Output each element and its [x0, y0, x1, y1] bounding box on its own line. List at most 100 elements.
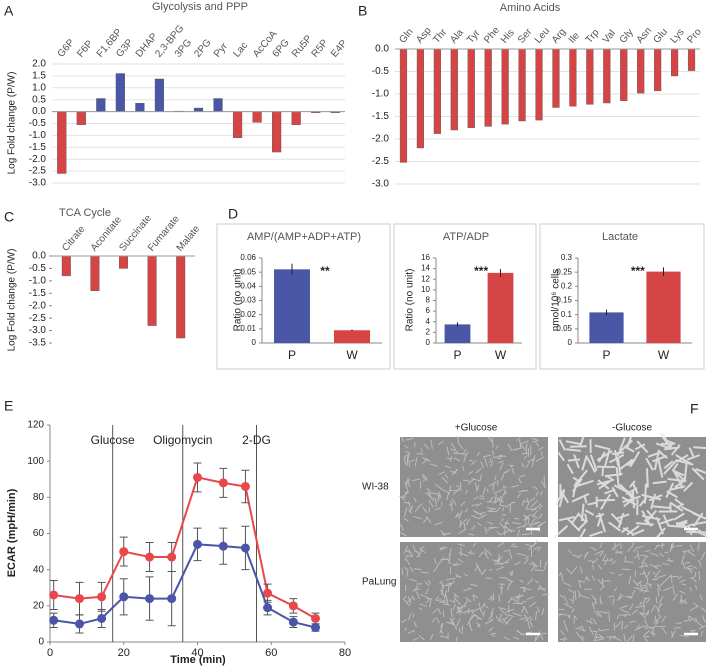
- point: [193, 539, 202, 549]
- panel-frame: [539, 223, 705, 370]
- category-label: P: [453, 348, 461, 362]
- annotation-label: 2-DG: [242, 433, 271, 447]
- bar: [416, 48, 425, 149]
- y-tick-label: 0.0: [32, 106, 46, 117]
- point: [311, 613, 320, 623]
- panel-frame: [216, 223, 391, 370]
- category-label: Lac: [231, 40, 250, 59]
- y-tick-label: -2.5: [29, 166, 47, 177]
- chart-title: Amino Acids: [500, 2, 561, 14]
- cell-texture: [553, 432, 708, 541]
- y-tick-label: 6: [426, 306, 431, 315]
- bar: [518, 48, 526, 122]
- bar: [119, 255, 128, 269]
- category-label: Ser: [516, 26, 535, 46]
- chart-title: TCA Cycle: [59, 207, 111, 219]
- y-tick-label: -2.0: [29, 300, 47, 311]
- bar: [193, 107, 204, 112]
- category-label: Pyr: [212, 41, 230, 60]
- bar: [484, 48, 492, 127]
- bar: [450, 48, 458, 131]
- bar: [501, 48, 509, 125]
- category-label: P: [288, 348, 296, 362]
- x-tick-label: 60: [265, 647, 277, 659]
- y-tick-label: 0.05: [240, 267, 256, 276]
- x-tick-label: 80: [339, 647, 351, 659]
- y-tick-label: -1.0: [29, 130, 47, 141]
- bar: [586, 48, 594, 105]
- category-label: Glu: [652, 27, 670, 46]
- category-label: Leu: [533, 26, 552, 46]
- bar: [147, 255, 157, 326]
- y-axis-label: ECAR (mpH/min): [6, 488, 18, 577]
- category-label: Trp: [584, 27, 602, 46]
- y-tick-label: -2.5: [372, 156, 390, 167]
- y-tick-label: 0.0: [375, 44, 389, 55]
- point: [167, 552, 177, 562]
- category-label: 2PG: [192, 37, 213, 60]
- significance: ***: [474, 264, 488, 278]
- chart-title: Glycolysis and PPP: [152, 1, 248, 13]
- y-axis-label: Log Fold change (P/W): [7, 72, 18, 175]
- y-tick-label: -3.0: [372, 179, 390, 190]
- bar: [589, 312, 624, 343]
- category-label: F6P: [75, 38, 95, 59]
- y-axis-label: Log Fold change (P/W): [7, 249, 18, 352]
- bar: [90, 255, 100, 291]
- bar: [154, 78, 165, 112]
- column-header: +Glucose: [455, 423, 498, 434]
- bar: [646, 271, 681, 343]
- x-axis-label: Time (min): [170, 654, 226, 666]
- bar: [115, 73, 125, 112]
- category-label: Pro: [685, 26, 704, 45]
- y-tick-label: 1.0: [32, 82, 46, 93]
- bar: [487, 272, 514, 343]
- point: [119, 547, 129, 557]
- bar: [399, 48, 408, 163]
- point: [288, 601, 298, 611]
- category-label: Val: [601, 28, 618, 46]
- y-tick-label: -1.5: [29, 288, 47, 299]
- bar: [433, 48, 441, 134]
- point: [145, 594, 155, 604]
- y-tick-label: 2: [426, 327, 431, 336]
- bar: [213, 98, 223, 112]
- y-tick-label: 1.5: [32, 71, 46, 82]
- bar: [135, 103, 145, 112]
- y-tick-label: 2.0: [32, 59, 46, 70]
- y-axis-label: Ratio (no unit): [233, 269, 244, 332]
- y-tick-label: 100: [27, 456, 44, 467]
- y-tick-label: 0.25: [556, 267, 572, 276]
- point: [49, 615, 59, 625]
- bar: [637, 48, 645, 94]
- significance: ***: [631, 264, 645, 278]
- row-label: PaLung: [362, 577, 396, 588]
- point: [218, 478, 228, 488]
- y-tick-label: 8: [426, 296, 431, 305]
- category-label: Malate: [175, 223, 203, 253]
- line: [53, 543, 316, 629]
- category-label: P: [602, 348, 610, 362]
- y-tick-label: -1.5: [29, 142, 47, 153]
- category-label: Ru5P: [290, 33, 315, 59]
- point: [145, 552, 155, 562]
- y-tick-label: 0.01: [240, 324, 256, 333]
- y-tick-label: 0: [568, 338, 573, 347]
- category-label: Ile: [567, 30, 582, 45]
- panel-letter: E: [4, 398, 13, 414]
- y-tick-label: -2.0: [29, 154, 47, 165]
- panel-letter: A: [4, 3, 14, 19]
- point: [97, 613, 107, 623]
- y-tick-label: 0: [38, 637, 44, 648]
- y-tick-label: 120: [27, 420, 44, 431]
- bar: [535, 48, 543, 121]
- y-tick-label: 0.15: [556, 296, 572, 305]
- point: [167, 594, 177, 604]
- row-label: WI-38: [362, 482, 389, 493]
- y-axis-label: Ratio (no unit): [405, 269, 416, 332]
- y-tick-label: 80: [33, 492, 45, 503]
- y-tick-label: 10: [421, 285, 430, 294]
- y-tick-label: 0.2: [561, 281, 573, 290]
- panel-frame: [393, 223, 537, 370]
- annotation-label: Glucose: [91, 433, 135, 447]
